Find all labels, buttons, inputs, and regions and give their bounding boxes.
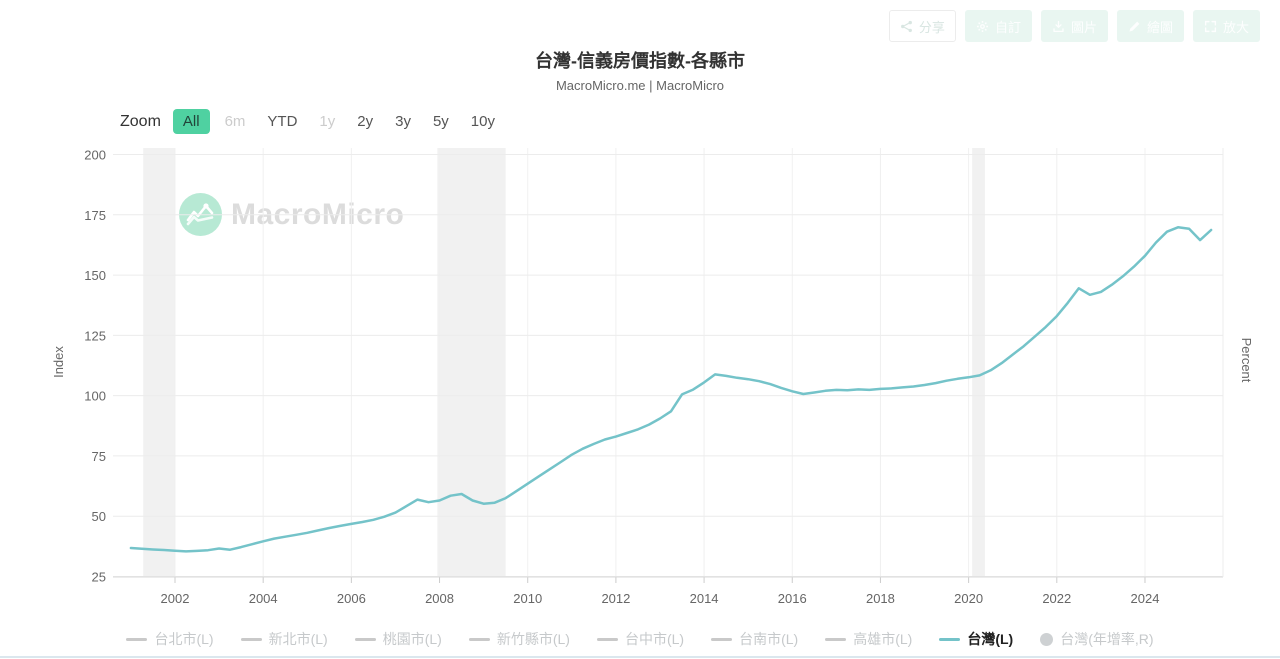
series-line-taiwan[interactable] <box>129 226 1213 553</box>
legend-label: 台北市(L) <box>154 631 214 647</box>
legend-label: 高雄市(L) <box>853 631 913 647</box>
x-axis-tick-label: 2022 <box>1042 591 1071 606</box>
zoom-range-button-all[interactable]: All <box>172 109 210 134</box>
zoom-range-button-6m: 6m <box>224 113 246 130</box>
toolbar-button-label: 繪圖 <box>1146 19 1173 35</box>
legend-dash-marker <box>126 637 148 641</box>
range-selector: Zoom All 6m YTD 1y 2y 3y 5y 10y <box>120 109 502 134</box>
page-title: 台灣-信義房價指數-各縣市 <box>535 51 745 71</box>
range-selector-label: Zoom <box>120 112 161 130</box>
legend-item-9[interactable]: 台灣(年增率,R) <box>1040 629 1154 649</box>
legend-dash-marker <box>468 637 490 641</box>
recession-band <box>437 148 506 577</box>
y-axis-tick-label: 25 <box>92 569 106 584</box>
y-axis-title-left: Index <box>51 346 66 378</box>
x-axis-tick-label: 2018 <box>866 591 895 606</box>
recession-band <box>143 148 175 577</box>
legend-item-5[interactable]: 台中市(L) <box>596 629 685 649</box>
legend-label: 新竹縣市(L) <box>496 631 570 647</box>
toolbar: 分享 自訂 圖片 繪圖 放大 <box>888 10 1260 42</box>
legend-item-3[interactable]: 桃園市(L) <box>354 629 442 649</box>
x-axis-tick-label: 2004 <box>249 591 278 606</box>
legend-dash-marker <box>596 637 618 641</box>
toolbar-button-expand[interactable]: 放大 <box>1192 10 1260 42</box>
y-axis-tick-label: 75 <box>92 449 106 464</box>
x-axis-tick-label: 2002 <box>161 591 190 606</box>
legend-item-4[interactable]: 新竹縣市(L) <box>468 629 570 649</box>
legend-label: 台灣(年增率,R) <box>1060 631 1154 647</box>
toolbar-button-gear[interactable]: 自訂 <box>964 10 1032 42</box>
legend-label: 桃園市(L) <box>382 631 442 647</box>
legend-item-1[interactable]: 台北市(L) <box>126 629 214 649</box>
toolbar-button-download[interactable]: 圖片 <box>1040 10 1108 42</box>
bottom-divider <box>0 656 1280 658</box>
legend-dash-marker <box>711 637 733 641</box>
zoom-range-button-10y[interactable]: 10y <box>470 113 495 130</box>
legend-item-6[interactable]: 台南市(L) <box>711 629 798 649</box>
x-axis-tick-label: 2006 <box>337 591 366 606</box>
x-axis-tick-label: 2010 <box>513 591 542 606</box>
legend-label: 新北市(L) <box>268 631 328 647</box>
recession-band <box>972 148 985 577</box>
legend-label: 台南市(L) <box>739 631 799 647</box>
y-axis-tick-label: 125 <box>84 328 106 343</box>
page-subtitle: MacroMicro.me | MacroMicro <box>555 78 725 93</box>
toolbar-button-label: 圖片 <box>1070 19 1097 35</box>
x-axis-tick-label: 2008 <box>425 591 454 606</box>
x-axis-tick-label: 2012 <box>601 591 630 606</box>
gear-icon <box>976 20 989 33</box>
download-icon <box>1052 20 1065 33</box>
legend-item-2[interactable]: 新北市(L) <box>240 629 328 649</box>
y-axis-tick-label: 100 <box>84 389 106 404</box>
zoom-range-button-2y[interactable]: 2y <box>357 113 374 130</box>
legend-circle-marker <box>1040 632 1054 646</box>
zoom-range-button-5y[interactable]: 5y <box>432 113 449 130</box>
legend-dash-marker <box>240 637 262 641</box>
pencil-icon <box>1128 20 1141 33</box>
legend-item-8[interactable]: 台灣(L) <box>939 629 1013 649</box>
legend: 台北市(L) 新北市(L) 桃園市(L) 新竹縣市(L) 台中市(L) 台南市(L) 高雄市… <box>0 629 1280 649</box>
zoom-range-button-ytd[interactable]: YTD <box>267 113 298 130</box>
toolbar-button-label: 分享 <box>918 19 945 35</box>
legend-label: 台中市(L) <box>624 631 685 647</box>
legend-label: 台灣(L) <box>967 631 1014 647</box>
y-axis-tick-label: 150 <box>84 268 106 283</box>
y-axis-tick-label: 50 <box>92 509 106 524</box>
toolbar-button-label: 放大 <box>1222 19 1249 35</box>
zoom-range-button-3y[interactable]: 3y <box>395 113 411 130</box>
expand-icon <box>1204 20 1217 33</box>
legend-dash-marker <box>825 637 847 641</box>
y-axis-title-right: Percent <box>1239 338 1254 383</box>
toolbar-button-share[interactable]: 分享 <box>888 10 956 42</box>
toolbar-button-label: 自訂 <box>994 19 1021 35</box>
x-axis-tick-label: 2020 <box>954 591 983 606</box>
y-axis-tick-label: 200 <box>84 148 106 163</box>
x-axis-tick-label: 2024 <box>1131 591 1160 606</box>
y-axis-tick-label: 175 <box>84 208 106 223</box>
zoom-range-button-1y: 1y <box>319 113 336 130</box>
x-axis-tick-label: 2016 <box>778 591 807 606</box>
toolbar-button-pencil[interactable]: 繪圖 <box>1116 10 1184 42</box>
legend-dash-marker <box>354 637 376 641</box>
share-icon <box>900 20 913 33</box>
legend-item-7[interactable]: 高雄市(L) <box>825 629 912 649</box>
x-axis-tick-label: 2014 <box>690 591 719 606</box>
legend-dash-marker <box>939 637 961 641</box>
